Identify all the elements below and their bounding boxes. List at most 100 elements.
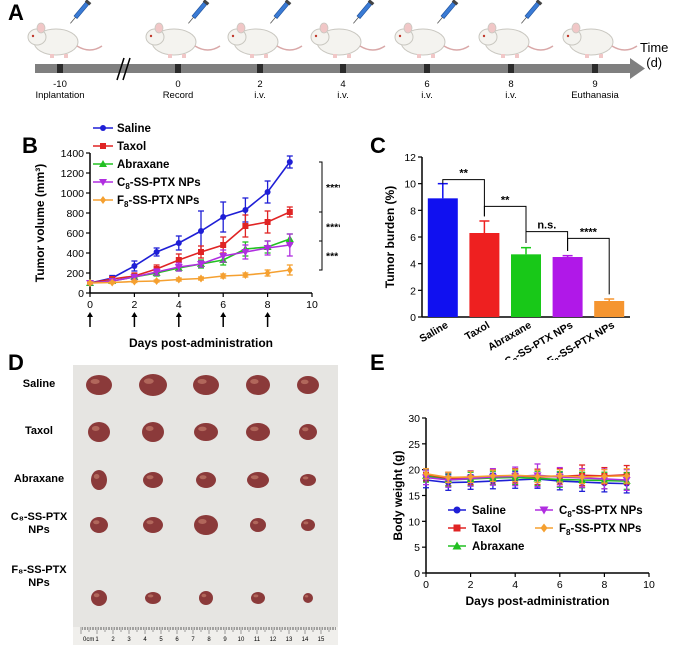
mouse-ear [487,22,497,34]
y-tick-label: 0 [410,312,416,324]
timeline-axis-title: Time (d) [640,40,668,70]
data-point [264,219,271,225]
legend-label: Abraxane [117,159,169,171]
legend-label-part: 8 [124,200,129,209]
panel-letter-e: E [370,350,385,375]
tumor-highlight [146,475,154,480]
legend-label-part: C [559,505,567,517]
data-point [540,523,548,533]
legend-label: Abraxane [472,541,524,553]
ruler-number: 8 [207,637,211,643]
legend-label-part: Saline [472,505,506,517]
series-f8-ss-ptx-nps [423,467,630,485]
tumor-sample [86,375,112,395]
data-point [512,471,519,480]
tumor-body [145,592,161,604]
mouse-icon [478,0,554,58]
legend-label-part: 8 [125,182,130,191]
timeline-arrowhead [630,58,645,79]
data-point [556,471,563,480]
series-line [89,211,291,284]
y-axis-label: Body weight (g) [391,451,405,541]
timeline-event: 0 Record [143,79,213,101]
tumor-highlight [252,520,259,525]
tumor-sample [301,519,315,531]
ruler-number: 4 [143,637,147,643]
dose-arrowhead [131,312,138,317]
tumor-highlight [250,475,259,480]
data-point [153,249,160,255]
tumor-sample [194,423,218,441]
mouse-eye [231,34,235,38]
ruler-number: 12 [270,637,277,643]
data-point [109,278,116,287]
mouse-icon [562,22,638,58]
photo-row-label-line: NPs [28,577,50,589]
tumor-sample [90,517,108,533]
data-point [197,261,205,268]
x-tick-label: 10 [306,299,318,311]
tumor-highlight [253,594,259,598]
timeline-event-label: i.v. [421,90,433,101]
data-point [601,472,608,481]
ruler-number: 11 [254,637,261,643]
x-tick-label: 8 [265,299,271,311]
timeline-event-label: i.v. [254,90,266,101]
x-tick-label: 0 [423,579,429,591]
tumor-sample [143,517,163,533]
syringe-plunger [84,0,92,6]
timeline-day: 9 [592,79,598,90]
mouse-foot [501,54,505,58]
timeline-tick [57,64,63,73]
bar [511,254,541,317]
tumor-body [88,422,110,442]
category-label: Saline [418,319,451,345]
category-label-part: Saline [418,319,451,345]
mouse-eye [31,34,35,38]
ruler-number: 3 [127,637,131,643]
data-point [219,253,228,260]
data-point [264,189,271,195]
y-tick-label: 600 [66,228,84,240]
data-point [100,196,106,204]
y-axis-label: Tumor volume (mm³) [33,164,47,282]
mouse-foot [64,54,68,58]
significance-label: **** [326,222,340,234]
timeline-event: 6 i.v. [392,79,462,101]
mouse-foot [431,54,435,58]
tumor-body [143,517,163,533]
syringe-barrel [440,1,457,19]
mouse-ear [403,22,413,34]
tumor-highlight [199,475,207,480]
photo-row-label: Taxol [6,425,72,438]
dose-arrowhead [87,312,93,317]
tumor-sample [247,472,269,488]
timeline-event-label: Inplantation [35,90,85,101]
syringe-icon [521,0,543,24]
tumor-highlight [198,426,207,432]
data-point [623,471,630,480]
mouse-tail [276,45,303,51]
tumor-highlight [93,474,100,479]
data-point [175,240,182,246]
syringe-icon [270,0,292,24]
panel-letter-c: C [370,133,386,158]
y-tick-label: 25 [408,439,420,451]
x-axis-label: Days post-administration [129,336,273,350]
data-point [264,269,271,277]
data-point [100,143,106,149]
legend-label: Saline [472,505,506,517]
timeline-tick [175,64,181,73]
y-tick-label: 800 [66,208,84,220]
mouse-icon [27,0,103,58]
syringe-plunger [202,0,210,6]
tumor-body [194,515,218,535]
mouse-foot [182,54,186,58]
tumor-highlight [197,379,207,384]
tumor-highlight [93,520,100,525]
tumor-highlight [91,426,100,431]
data-point [579,472,586,481]
legend-label-part: -SS-PTX NPs [128,195,199,207]
legend-label: C8-SS-PTX NPs [559,505,643,519]
tumor-body [247,472,269,488]
